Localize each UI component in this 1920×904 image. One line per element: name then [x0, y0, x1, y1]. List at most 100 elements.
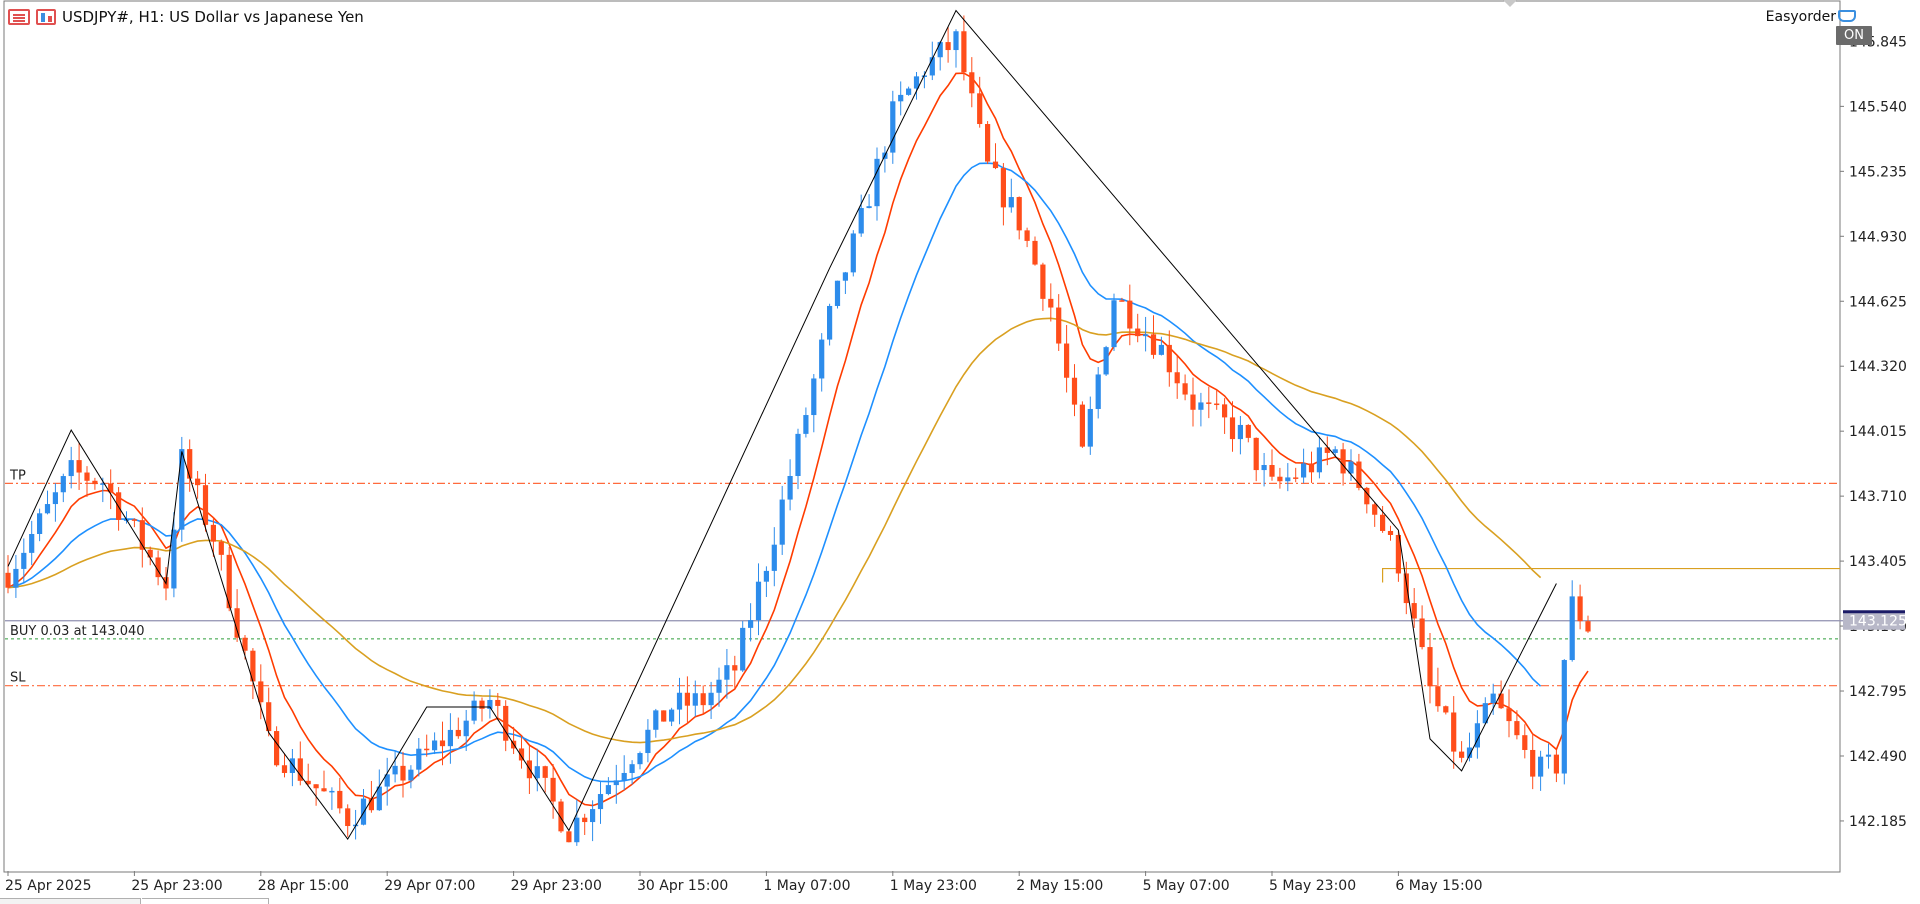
- chart-tab-1[interactable]: [0, 898, 141, 904]
- candle: [898, 81, 904, 116]
- candle-body: [1482, 703, 1488, 724]
- zigzag-indicator: [7, 9, 1557, 840]
- candle-body: [1553, 754, 1559, 774]
- candle-body: [1182, 383, 1188, 395]
- ma-fast-line: [7, 72, 1589, 807]
- candle-body: [187, 449, 193, 479]
- candle: [60, 473, 66, 503]
- candle: [1522, 724, 1528, 759]
- candle: [479, 697, 485, 722]
- candle: [84, 466, 90, 497]
- expert-advisor-status-badge[interactable]: ON: [1836, 26, 1872, 45]
- candle-body: [1206, 402, 1212, 404]
- candle: [1348, 449, 1354, 481]
- candle-body: [692, 693, 698, 706]
- candle-body: [155, 557, 161, 578]
- candle: [139, 507, 145, 568]
- candle-body: [771, 544, 777, 571]
- candle-body: [874, 158, 880, 207]
- extra-level-line: [1381, 567, 1840, 583]
- candle: [558, 798, 564, 833]
- candle: [700, 685, 706, 715]
- chart-tab-2[interactable]: [142, 898, 269, 904]
- candle-body: [1506, 708, 1512, 722]
- candle-body: [1158, 344, 1164, 355]
- tp-label[interactable]: TP: [9, 468, 26, 483]
- trade-levels: [5, 482, 1843, 687]
- candle-body: [376, 786, 382, 811]
- candle: [566, 829, 572, 843]
- candle-body: [803, 415, 809, 434]
- candle: [1569, 580, 1575, 662]
- candle: [779, 485, 785, 555]
- candle-body: [708, 692, 714, 706]
- candle-body: [100, 483, 106, 485]
- candle-body: [1071, 377, 1078, 405]
- candle: [147, 546, 153, 566]
- candle-body: [345, 808, 351, 827]
- candle: [819, 333, 825, 392]
- level-labels[interactable]: TP SL BUY 0.03 at 143.040: [9, 468, 145, 685]
- candle-body: [1395, 534, 1401, 574]
- candle-body: [195, 478, 201, 486]
- candle: [1253, 437, 1259, 482]
- chart-shift-marker[interactable]: [1503, 0, 1517, 7]
- moving-averages: [7, 72, 1589, 807]
- candle-body: [68, 460, 74, 477]
- entry-label[interactable]: BUY 0.03 at 143.040: [10, 624, 145, 639]
- chart-menu-icon[interactable]: [8, 9, 30, 25]
- candle: [155, 550, 161, 586]
- candle-body: [1498, 693, 1504, 709]
- candle-body: [29, 533, 35, 553]
- candle: [1403, 561, 1409, 615]
- time-tick-label: 29 Apr 07:00: [384, 878, 475, 894]
- candle-body: [929, 57, 935, 76]
- candle: [1293, 467, 1299, 483]
- candle-body: [842, 272, 848, 281]
- candle: [21, 538, 27, 584]
- candle-body: [1466, 747, 1473, 758]
- candle-body: [1087, 408, 1093, 447]
- candle-body: [724, 665, 730, 680]
- candle-body: [921, 75, 927, 77]
- candle: [645, 719, 651, 763]
- candle-body: [613, 780, 619, 786]
- candle: [281, 753, 288, 778]
- candle: [1198, 392, 1204, 427]
- sl-label[interactable]: SL: [10, 671, 26, 686]
- expert-advisor-hat-icon[interactable]: [1838, 10, 1856, 22]
- candle-body: [179, 449, 185, 530]
- candle: [613, 764, 619, 804]
- price-tick-label: 144.320: [1849, 359, 1907, 375]
- candle: [455, 717, 461, 739]
- candle-body: [487, 699, 493, 709]
- candle: [1577, 584, 1583, 630]
- candle: [1206, 386, 1212, 419]
- candle: [740, 621, 746, 673]
- candle: [1111, 293, 1117, 351]
- candle: [866, 194, 872, 209]
- candle-body: [44, 504, 51, 514]
- candle: [226, 547, 232, 612]
- candle-body: [266, 702, 272, 732]
- candle-body: [1459, 751, 1465, 758]
- candle: [906, 86, 912, 96]
- candle-body: [621, 772, 627, 781]
- candle-body: [1356, 461, 1362, 488]
- candle: [621, 755, 627, 791]
- candle: [266, 687, 272, 737]
- candle-body: [360, 798, 367, 825]
- candle: [850, 230, 856, 277]
- candle: [29, 520, 35, 566]
- candle-body: [1474, 723, 1480, 748]
- candle-body: [1229, 417, 1236, 440]
- candle-body: [305, 780, 311, 785]
- candle-body: [416, 748, 422, 770]
- candle-body: [1150, 334, 1157, 355]
- candle-body: [787, 476, 793, 500]
- candle-body: [1111, 300, 1117, 348]
- candle: [1158, 336, 1164, 356]
- candlestick-icon[interactable]: [36, 9, 56, 25]
- chart-title: USDJPY#, H1: US Dollar vs Japanese Yen: [62, 8, 364, 26]
